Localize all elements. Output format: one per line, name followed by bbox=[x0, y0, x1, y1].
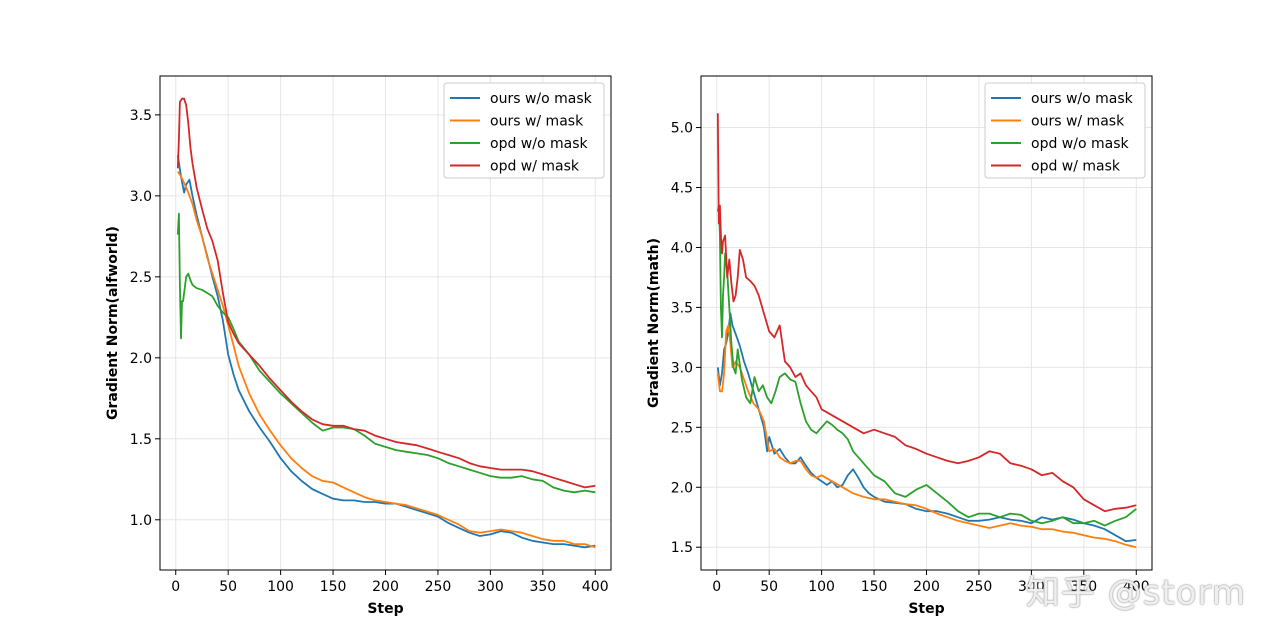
y-tick-label: 4.5 bbox=[671, 181, 693, 197]
legend-label: ours w/o mask bbox=[490, 91, 593, 107]
series-group bbox=[176, 97, 596, 549]
y-tick-label: 2.5 bbox=[130, 270, 152, 286]
series-line-ours-w-o-mask bbox=[716, 312, 1137, 543]
y-axis-label: Gradient Norm(math) bbox=[646, 238, 662, 408]
y-tick-label: 1.5 bbox=[671, 540, 693, 556]
y-tick-label: 3.0 bbox=[130, 189, 152, 205]
y-tick-label: 4.0 bbox=[671, 240, 693, 256]
x-tick-label: 150 bbox=[320, 579, 347, 595]
legend-box bbox=[443, 82, 605, 179]
y-tick-label: 1.0 bbox=[130, 513, 152, 529]
legend-label: opd w/ mask bbox=[1031, 159, 1121, 175]
x-tick-label: 400 bbox=[1123, 579, 1150, 595]
x-tick-label: 0 bbox=[712, 579, 721, 595]
y-axis-label: Gradient Norm(alfworld) bbox=[105, 226, 121, 420]
chart-alfworld: 0 50 100 150 200 250 300 350 400 1.0 1.5 2.0 2.5 3.0 3… bbox=[105, 75, 612, 617]
chart-math: 0 50 100 150 200 250 300 350 400 1.5 2.0 2.5 3.0 3.5 4… bbox=[646, 75, 1153, 617]
y-tick-label: 1.5 bbox=[130, 432, 152, 448]
y-tick-label: 3.0 bbox=[671, 360, 693, 376]
series-line-opd-w-o-mask bbox=[176, 212, 596, 494]
legend-label: ours w/o mask bbox=[1031, 91, 1134, 107]
legend-label: ours w/ mask bbox=[1031, 114, 1125, 130]
x-tick-label: 100 bbox=[267, 579, 294, 595]
x-axis-label: Step bbox=[908, 601, 944, 617]
x-tick-label: 350 bbox=[529, 579, 556, 595]
y-tick-label: 3.5 bbox=[130, 108, 152, 124]
x-tick-label: 50 bbox=[760, 579, 778, 595]
watermark: 知乎 @storm bbox=[1025, 573, 1246, 613]
x-tick-label: 300 bbox=[1018, 579, 1045, 595]
y-tick-label: 5.0 bbox=[671, 121, 693, 137]
x-tick-label: 200 bbox=[913, 579, 940, 595]
y-tick-label: 2.0 bbox=[671, 480, 693, 496]
legend-label: opd w/o mask bbox=[1031, 136, 1129, 152]
legend-label: ours w/ mask bbox=[490, 114, 584, 130]
y-tick-label: 2.5 bbox=[671, 420, 693, 436]
series-group bbox=[716, 113, 1137, 549]
x-tick-label: 400 bbox=[582, 579, 609, 595]
x-tick-label: 0 bbox=[171, 579, 180, 595]
x-tick-label: 300 bbox=[477, 579, 504, 595]
series-line-opd-w-o-mask bbox=[716, 204, 1137, 527]
legend: ours w/o mask ours w/ mask opd w/o mask opd… bbox=[984, 82, 1146, 179]
series-line-ours-w-mask bbox=[177, 171, 596, 549]
legend: ours w/o mask ours w/ mask opd w/o mask opd… bbox=[443, 82, 605, 179]
legend-label: opd w/o mask bbox=[490, 136, 588, 152]
grid bbox=[701, 76, 1152, 570]
y-tick-label: 3.5 bbox=[671, 300, 693, 316]
series-line-opd-w-mask bbox=[176, 97, 596, 489]
x-tick-label: 250 bbox=[966, 579, 993, 595]
legend-box bbox=[984, 82, 1146, 179]
x-tick-label: 150 bbox=[861, 579, 888, 595]
x-tick-label: 100 bbox=[808, 579, 835, 595]
x-tick-label: 50 bbox=[219, 579, 237, 595]
legend-label: opd w/ mask bbox=[490, 159, 580, 175]
y-tick-label: 2.0 bbox=[130, 351, 152, 367]
x-tick-label: 350 bbox=[1070, 579, 1097, 595]
x-tick-label: 250 bbox=[425, 579, 452, 595]
series-line-opd-w-mask bbox=[716, 113, 1137, 513]
x-axis-label: Step bbox=[367, 601, 403, 617]
x-tick-label: 200 bbox=[372, 579, 399, 595]
